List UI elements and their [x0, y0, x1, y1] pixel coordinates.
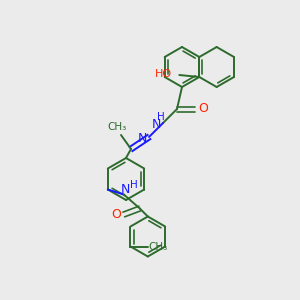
Text: N: N: [151, 118, 161, 131]
Text: O: O: [198, 103, 208, 116]
Text: O: O: [111, 208, 121, 221]
Text: CH₃: CH₃: [107, 122, 127, 132]
Text: H: H: [157, 112, 165, 122]
Text: N: N: [121, 183, 130, 196]
Text: HO: HO: [155, 69, 172, 79]
Text: H: H: [130, 179, 138, 190]
Text: N: N: [137, 133, 147, 146]
Text: CH₃: CH₃: [149, 242, 168, 251]
